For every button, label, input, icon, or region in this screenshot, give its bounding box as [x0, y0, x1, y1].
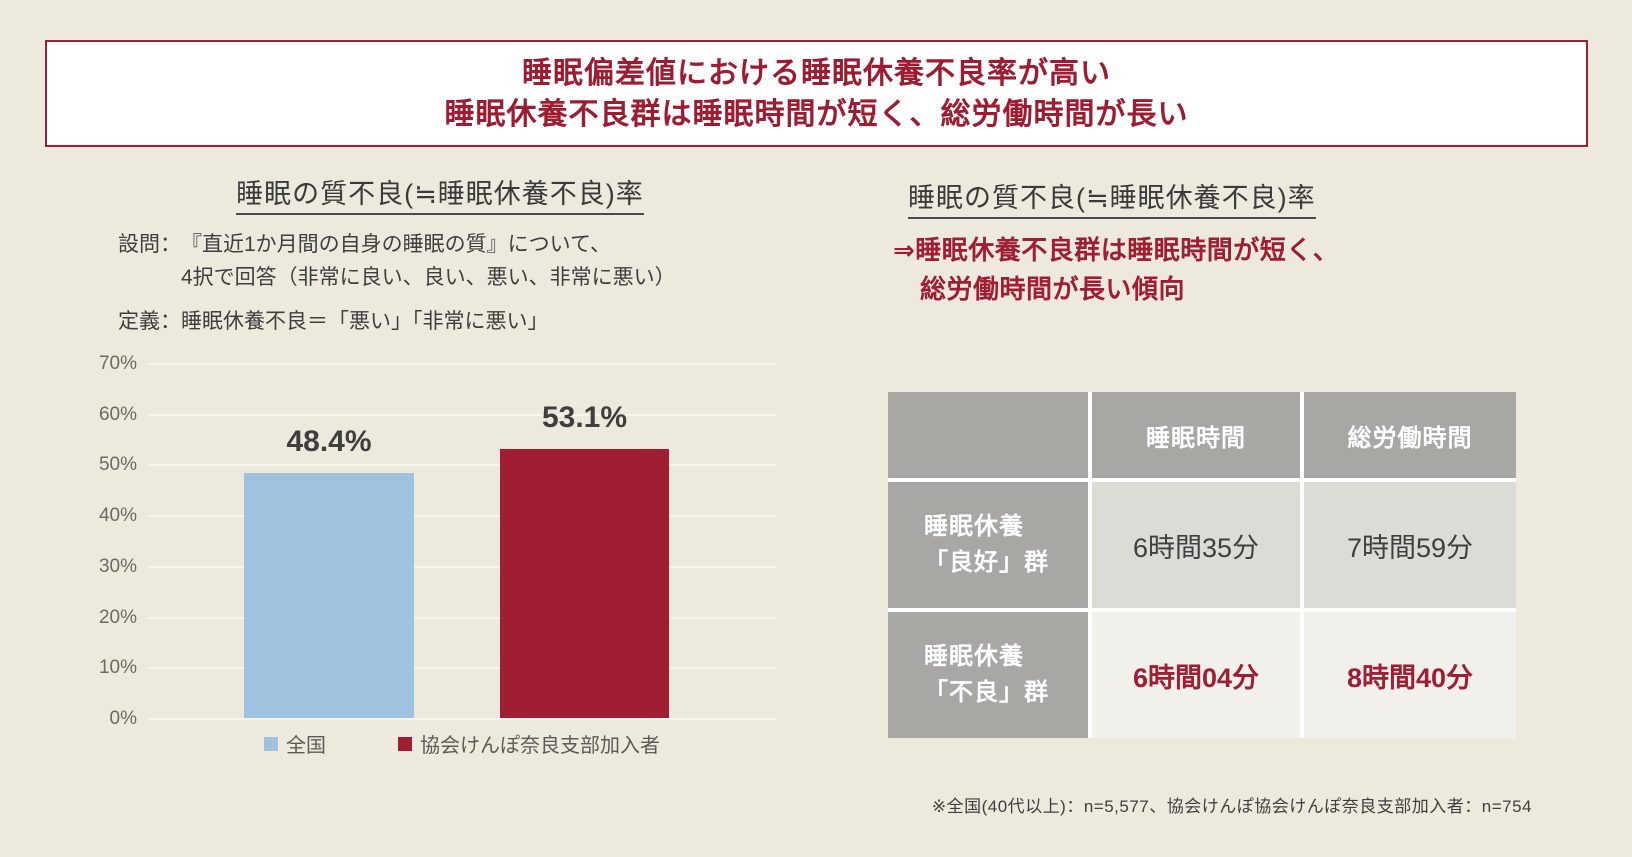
bar-0 [244, 472, 414, 718]
comparison-table: 睡眠時間 総労働時間 睡眠休養 「良好」群 6時間35分 7時間59分 睡眠休養… [888, 392, 1516, 738]
y-tick-label: 0% [109, 708, 137, 729]
bar-value-label: 53.1% [541, 400, 628, 434]
definition-note: 定義： 睡眠休養不良＝「悪い」「非常に悪い」 [118, 305, 676, 338]
definition-label: 定義： [118, 310, 181, 333]
y-axis: 70% 60% 50% 40% 30% 20% 10% 0% [95, 353, 137, 729]
definition-text: 睡眠休養不良＝「悪い」「非常に悪い」 [181, 310, 549, 333]
title-line-1: 睡眠偏差値における睡眠休養不良率が高い [522, 56, 1111, 90]
title-banner: 睡眠偏差値における睡眠休養不良率が高い 睡眠休養不良群は睡眠時間が短く、総労働時… [45, 40, 1588, 147]
legend-swatch-icon [264, 736, 278, 751]
y-tick-label: 30% [98, 555, 137, 577]
chart-legend: 全国 協会けんぽ奈良支部加入者 [147, 729, 777, 758]
conclusion-line-2: 総労働時間が長い傾向 [920, 274, 1186, 304]
y-tick-label: 60% [98, 403, 137, 425]
left-heading-text: 睡眠の質不良(≒睡眠休養不良)率 [236, 179, 644, 215]
y-tick-label: 50% [98, 454, 137, 476]
bar-value-label: 48.4% [286, 424, 372, 458]
gridline [147, 464, 777, 467]
question-label: 設問： [118, 233, 181, 256]
legend-label: 協会けんぽ奈良支部加入者 [420, 735, 660, 757]
gridline [147, 363, 777, 365]
y-tick-label: 20% [98, 606, 137, 628]
right-heading-text: 睡眠の質不良(≒睡眠休養不良)率 [908, 183, 1316, 219]
table-cell-bad-sleep: 6時間04分 [1092, 612, 1300, 738]
gridline [147, 565, 777, 568]
bar-chart: 70% 60% 50% 40% 30% 20% 10% 0% 48.4% 53.1% 全国 協会け… [95, 347, 777, 757]
left-section-heading: 睡眠の質不良(≒睡眠休養不良)率 [95, 172, 785, 215]
legend-item-0: 全国 [264, 729, 326, 758]
survey-notes: 設問： 『直近1か月間の自身の睡眠の質』について、 4択で回答（非常に良い、良い… [118, 228, 676, 338]
legend-item-1: 協会けんぽ奈良支部加入者 [398, 729, 660, 758]
bar-1 [500, 448, 669, 718]
conclusion-line-1: ⇒睡眠休養不良群は睡眠時間が短く、 [893, 235, 1340, 265]
sample-size-footnote: ※全国(40代以上)：n=5,577、協会けんぽ協会けんぽ奈良支部加入者：n=7… [931, 797, 1532, 816]
gridline [147, 515, 777, 518]
question-line-2: 4択で回答（非常に良い、良い、悪い、非常に悪い） [181, 266, 676, 289]
table-row-label-bad: 睡眠休養 「不良」群 [888, 612, 1088, 738]
question-body: 『直近1か月間の自身の睡眠の質』について、 4択で回答（非常に良い、良い、悪い、… [181, 228, 676, 294]
table-header-work-time: 総労働時間 [1304, 392, 1516, 478]
title-line-2: 睡眠休養不良群は睡眠時間が短く、総労働時間が長い [444, 97, 1189, 131]
legend-swatch-icon [398, 736, 412, 751]
bar-plot: 48.4% 53.1% [147, 363, 777, 720]
conclusion-statement: ⇒睡眠休養不良群は睡眠時間が短く、 総労働時間が長い傾向 [893, 231, 1339, 309]
question-line-1: 『直近1か月間の自身の睡眠の質』について、 [181, 233, 611, 256]
y-tick-label: 70% [98, 353, 137, 374]
table-row-label-good: 睡眠休養 「良好」群 [888, 482, 1088, 608]
y-tick-label: 40% [98, 505, 137, 527]
table-corner-cell [888, 392, 1088, 478]
y-tick-label: 10% [98, 657, 137, 679]
table-cell-bad-work: 8時間40分 [1304, 612, 1516, 738]
legend-label: 全国 [286, 735, 326, 757]
gridline [147, 667, 777, 670]
question-note: 設問： 『直近1か月間の自身の睡眠の質』について、 4択で回答（非常に良い、良い… [118, 228, 676, 294]
gridline [147, 616, 777, 619]
gridline [147, 718, 777, 720]
table-cell-good-sleep: 6時間35分 [1092, 482, 1300, 608]
table-cell-good-work: 7時間59分 [1304, 482, 1516, 608]
table-header-sleep-time: 睡眠時間 [1092, 392, 1300, 478]
right-section-heading: 睡眠の質不良(≒睡眠休養不良)率 [908, 176, 1316, 219]
gridline [147, 413, 777, 416]
